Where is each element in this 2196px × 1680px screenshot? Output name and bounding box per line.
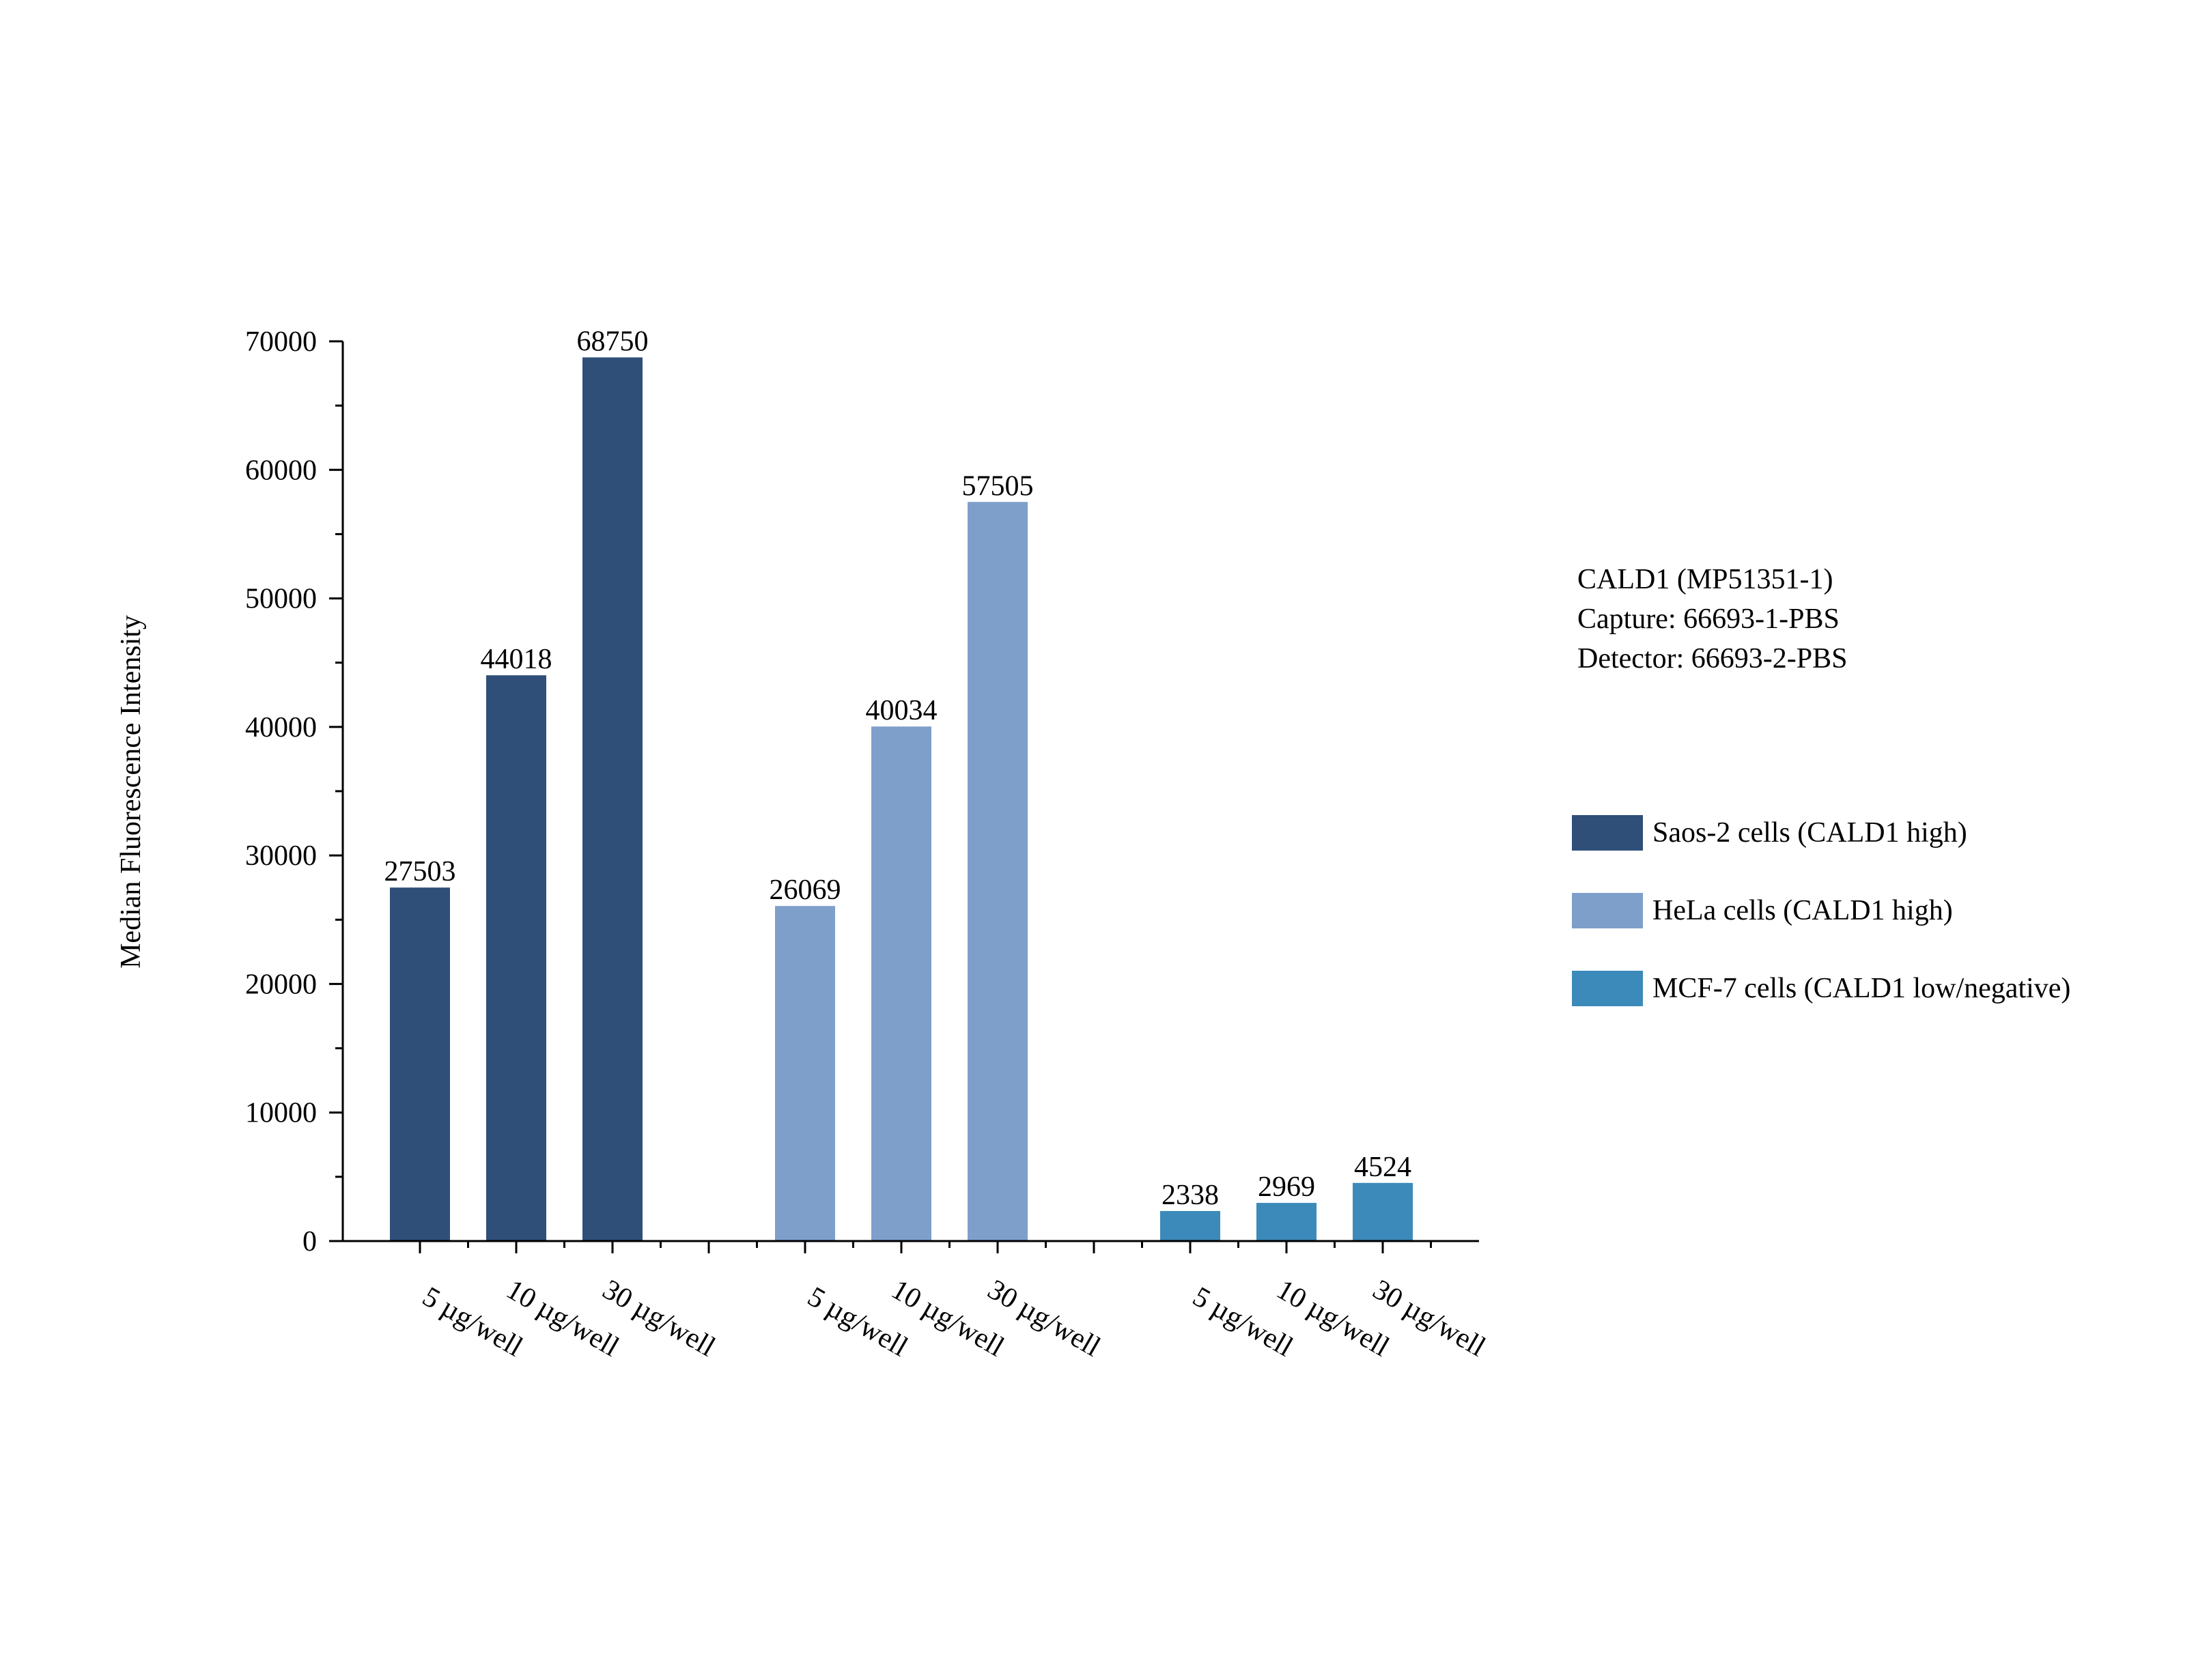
y-tick-label-40000: 40000	[245, 712, 317, 743]
bar-hela-10-g-well	[871, 726, 931, 1241]
legend-label-saos2: Saos-2 cells (CALD1 high)	[1652, 817, 1967, 849]
value-label-hela-30-g-well: 57505	[962, 470, 1034, 502]
value-label-mcf-7-10-g-well: 2969	[1258, 1171, 1315, 1203]
value-label-hela-10-g-well: 40034	[866, 695, 938, 726]
y-tick-label-60000: 60000	[245, 455, 317, 486]
value-label-mcf-7-5-g-well: 2338	[1162, 1180, 1219, 1211]
legend-swatch-saos2	[1572, 815, 1643, 851]
assay-info: CALD1 (MP51351-1) Capture: 66693-1-PBS D…	[1577, 560, 1847, 679]
info-capture: Capture: 66693-1-PBS	[1577, 603, 1840, 635]
value-label-saos-2-10-g-well: 44018	[481, 644, 552, 675]
bars	[390, 357, 1413, 1242]
bar-mcf-7-30-g-well	[1353, 1182, 1413, 1241]
info-detector: Detector: 66693-2-PBS	[1577, 643, 1848, 674]
bar-saos-2-5-g-well	[390, 887, 450, 1241]
y-tick-label-0: 0	[302, 1226, 317, 1257]
bar-hela-30-g-well	[968, 502, 1028, 1242]
y-tick-label-70000: 70000	[245, 326, 317, 358]
legend-label-hela: HeLa cells (CALD1 high)	[1652, 895, 1953, 926]
info-antibody: CALD1 (MP51351-1)	[1577, 564, 1833, 595]
y-axis-label: Median Fluorescence Intensity	[115, 615, 147, 969]
y-tick-label-20000: 20000	[245, 969, 317, 1000]
bar-hela-5-g-well	[775, 906, 835, 1241]
y-tick-label-50000: 50000	[245, 584, 317, 615]
bar-saos-2-10-g-well	[486, 675, 546, 1241]
bar-mcf-7-5-g-well	[1160, 1210, 1220, 1241]
value-label-saos-2-5-g-well: 27503	[384, 856, 456, 887]
bar-saos-2-30-g-well	[582, 357, 643, 1242]
y-tick-label-30000: 30000	[245, 840, 317, 872]
value-label-mcf-7-30-g-well: 4524	[1354, 1152, 1411, 1183]
value-label-saos-2-30-g-well: 68750	[577, 326, 649, 358]
value-labels: 27503 44018 68750 26069 40034 57505 2338 2969 45…	[384, 326, 1412, 1211]
y-axis: 0 10000 20000 30000 40000 50000 60000 70000	[245, 326, 344, 1257]
legend-swatch-mcf7	[1572, 971, 1643, 1006]
value-label-hela-5-g-well: 26069	[770, 874, 841, 906]
legend-label-mcf7: MCF-7 cells (CALD1 low/negative)	[1652, 973, 2071, 1004]
bar-mcf-7-10-g-well	[1256, 1203, 1317, 1241]
y-tick-label-10000: 10000	[245, 1098, 317, 1129]
legend-swatch-hela	[1572, 893, 1643, 928]
